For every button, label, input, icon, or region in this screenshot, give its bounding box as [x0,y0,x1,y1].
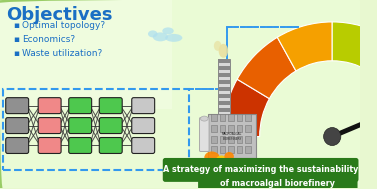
FancyBboxPatch shape [6,138,29,153]
Text: Waste utilization?: Waste utilization? [22,49,102,58]
FancyBboxPatch shape [219,146,225,153]
FancyBboxPatch shape [228,114,234,121]
FancyBboxPatch shape [245,114,251,121]
Ellipse shape [201,116,208,121]
FancyBboxPatch shape [245,146,251,153]
Wedge shape [368,37,377,99]
FancyBboxPatch shape [218,73,230,77]
Text: A strategy of maximizing the sustainability: A strategy of maximizing the sustainabil… [163,165,358,174]
FancyBboxPatch shape [132,138,155,153]
FancyBboxPatch shape [69,98,92,114]
FancyBboxPatch shape [38,138,61,153]
FancyBboxPatch shape [237,146,242,153]
FancyBboxPatch shape [38,98,61,114]
FancyBboxPatch shape [245,125,251,132]
FancyBboxPatch shape [99,118,122,134]
Ellipse shape [148,30,158,37]
Ellipse shape [224,152,234,161]
FancyBboxPatch shape [38,118,61,134]
Wedge shape [222,79,270,136]
Text: ▪: ▪ [13,35,20,44]
FancyBboxPatch shape [199,158,265,170]
Ellipse shape [165,34,182,42]
Wedge shape [277,22,332,71]
FancyBboxPatch shape [218,101,230,105]
Wedge shape [332,22,377,71]
FancyBboxPatch shape [237,136,242,143]
FancyBboxPatch shape [245,136,251,143]
FancyBboxPatch shape [198,173,357,189]
FancyBboxPatch shape [218,87,230,91]
FancyBboxPatch shape [218,94,230,98]
Ellipse shape [162,27,174,34]
FancyBboxPatch shape [208,114,256,158]
Text: Economics?: Economics? [22,35,75,44]
FancyBboxPatch shape [218,59,230,63]
FancyBboxPatch shape [163,158,359,182]
FancyBboxPatch shape [132,118,155,134]
FancyBboxPatch shape [219,114,225,121]
FancyBboxPatch shape [99,138,122,153]
FancyBboxPatch shape [237,114,242,121]
Text: MACROALGAL
BIOREFINERY: MACROALGAL BIOREFINERY [222,132,242,141]
Ellipse shape [204,151,219,163]
Text: ▪: ▪ [13,49,20,58]
Ellipse shape [219,44,228,58]
FancyBboxPatch shape [69,138,92,153]
FancyBboxPatch shape [218,108,230,112]
FancyBboxPatch shape [69,118,92,134]
Ellipse shape [216,156,227,165]
FancyBboxPatch shape [228,146,234,153]
FancyBboxPatch shape [132,98,155,114]
FancyBboxPatch shape [6,118,29,134]
Text: Optimal topology?: Optimal topology? [22,21,105,30]
FancyBboxPatch shape [219,125,225,132]
FancyBboxPatch shape [218,80,230,84]
FancyBboxPatch shape [237,125,242,132]
Ellipse shape [153,32,168,41]
FancyBboxPatch shape [211,136,217,143]
FancyBboxPatch shape [99,98,122,114]
Text: of macroalgal biorefinery: of macroalgal biorefinery [220,179,335,188]
Wedge shape [237,37,296,99]
FancyBboxPatch shape [0,0,172,109]
FancyBboxPatch shape [228,125,234,132]
FancyBboxPatch shape [218,59,230,114]
Text: ▪: ▪ [13,21,20,30]
FancyBboxPatch shape [228,136,234,143]
FancyBboxPatch shape [0,0,360,188]
FancyBboxPatch shape [6,98,29,114]
Ellipse shape [214,41,221,51]
Circle shape [323,128,341,146]
FancyBboxPatch shape [219,136,225,143]
Text: Objectives: Objectives [6,6,112,24]
FancyBboxPatch shape [218,66,230,70]
FancyBboxPatch shape [211,114,217,121]
FancyBboxPatch shape [211,146,217,153]
FancyBboxPatch shape [199,118,209,151]
FancyBboxPatch shape [211,125,217,132]
